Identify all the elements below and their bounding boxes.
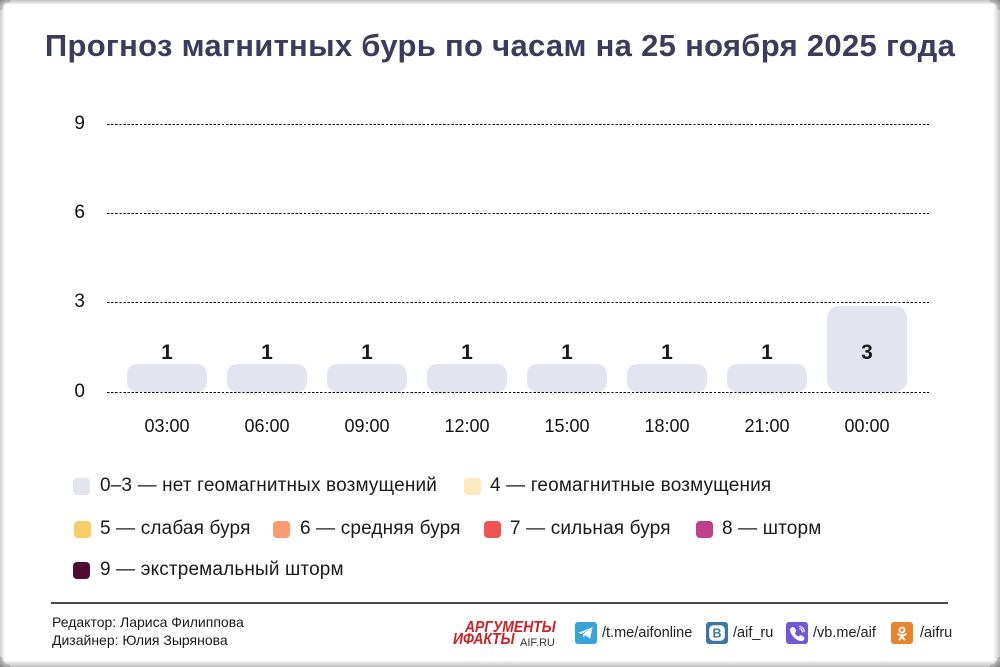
svg-text:В: В [712, 627, 721, 641]
